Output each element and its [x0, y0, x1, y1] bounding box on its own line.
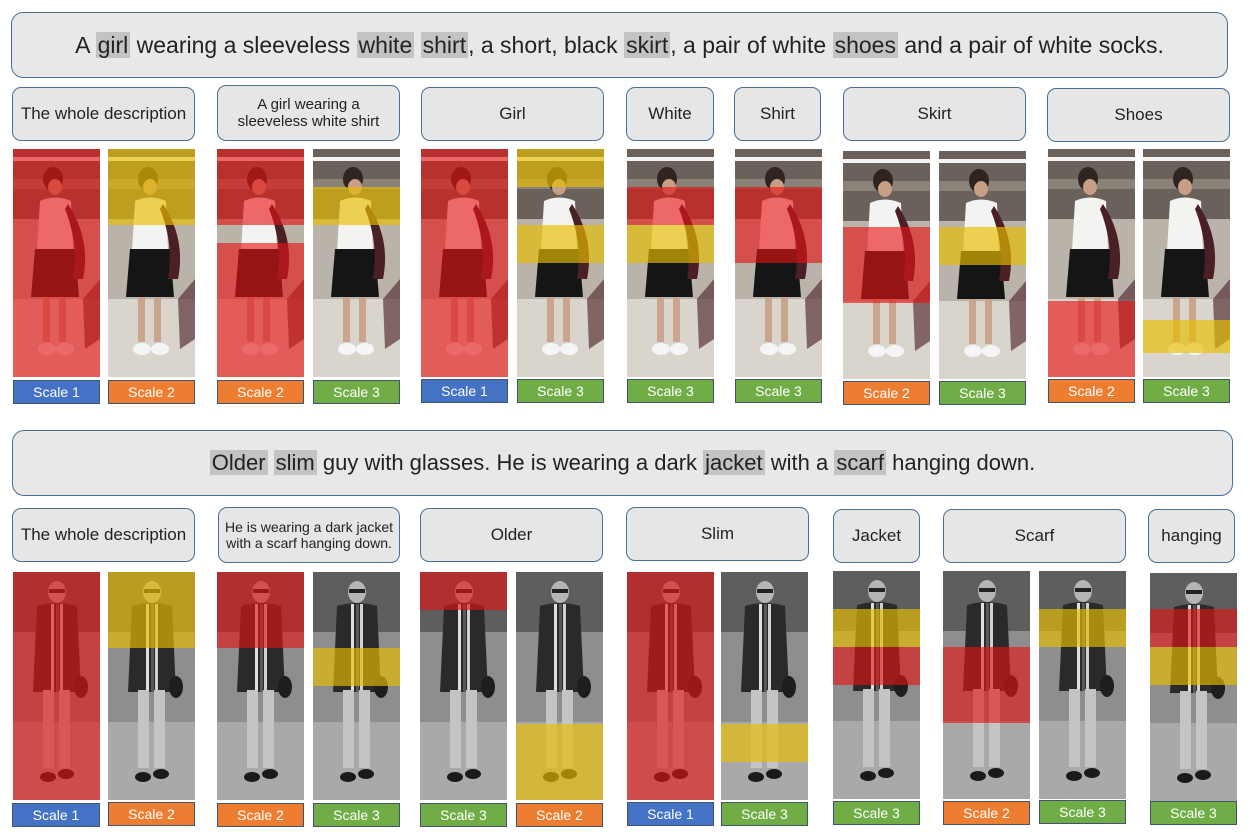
pedestrian-image [421, 149, 508, 377]
pedestrian-image [108, 572, 195, 800]
pedestrian-image [13, 149, 100, 377]
scale-label: Scale 3 [420, 803, 507, 827]
scale-label: Scale 3 [313, 803, 400, 827]
phrase-box: Shoes [1047, 88, 1230, 142]
scale-label: Scale 3 [1039, 800, 1126, 824]
pedestrian-image [13, 572, 100, 800]
phrase-text: Girl [499, 104, 526, 124]
phrase-text: Older [490, 525, 533, 545]
pedestrian-image [108, 149, 195, 377]
phrase-text: The whole description [20, 525, 187, 545]
phrase-box: Scarf [943, 509, 1126, 563]
phrase-box: Girl [421, 87, 604, 141]
pedestrian-image [217, 149, 304, 377]
phrase-box: The whole description [12, 87, 195, 141]
pedestrian-image [217, 572, 304, 800]
scale-label: Scale 3 [833, 801, 920, 825]
pedestrian-image [721, 572, 808, 800]
pedestrian-image [313, 149, 400, 377]
phrase-text: Slim [700, 524, 735, 544]
sentence-text-2: Older slim guy with glasses. He is weari… [209, 450, 1036, 476]
phrase-text: Jacket [851, 526, 902, 546]
sentence-fragment: , a short, black [468, 31, 625, 58]
phrase-text: Skirt [917, 104, 952, 124]
phrase-box: Older [420, 508, 603, 562]
highlighted-word: scarf [834, 450, 887, 475]
highlighted-word: slim [273, 450, 317, 475]
highlighted-word: jacket [703, 450, 765, 475]
sentence-box-2: Older slim guy with glasses. He is weari… [12, 430, 1233, 496]
pedestrian-image [735, 149, 822, 377]
sentence-box-1: A girl wearing a sleeveless white shirt,… [11, 12, 1228, 78]
pedestrian-image [1048, 149, 1135, 377]
scale-label: Scale 3 [313, 380, 400, 404]
sentence-text-1: A girl wearing a sleeveless white shirt,… [75, 31, 1164, 59]
pedestrian-image [943, 571, 1030, 799]
phrase-box: The whole description [12, 508, 195, 562]
pedestrian-image [313, 572, 400, 800]
scale-label: Scale 1 [421, 379, 508, 403]
phrase-text: Shoes [1114, 105, 1163, 125]
phrase-box: A girl wearing a sleeveless white shirt [217, 85, 400, 141]
pedestrian-image [516, 572, 603, 800]
sentence-fragment: wearing a sleeveless [130, 31, 357, 58]
sentence-fragment [268, 450, 274, 475]
pedestrian-image [517, 149, 604, 377]
phrase-text: White [648, 104, 692, 124]
scale-label: Scale 3 [627, 379, 714, 403]
scale-label: Scale 2 [108, 802, 195, 826]
sentence-fragment: A [75, 31, 96, 58]
sentence-fragment: and a pair of white socks. [897, 31, 1164, 58]
scale-label: Scale 3 [735, 379, 822, 403]
sentence-fragment [414, 32, 420, 58]
highlighted-word: girl [95, 31, 131, 58]
highlighted-word: shirt [420, 31, 469, 58]
pedestrian-image [627, 572, 714, 800]
pedestrian-image [1150, 573, 1237, 801]
pedestrian-image [939, 151, 1026, 379]
sentence-fragment: hanging down. [886, 450, 1036, 475]
pedestrian-image [843, 151, 930, 379]
phrase-box: Skirt [843, 87, 1026, 141]
scale-label: Scale 3 [1150, 801, 1237, 825]
highlighted-word: skirt [624, 31, 671, 58]
phrase-text: A girl wearing a sleeveless white shirt [237, 95, 380, 130]
scale-label: Scale 1 [13, 380, 100, 404]
phrase-box: hanging [1148, 509, 1235, 563]
phrase-text: Scarf [1014, 526, 1055, 546]
phrase-box: Shirt [734, 87, 821, 141]
scale-label: Scale 2 [843, 381, 930, 405]
scale-label: Scale 3 [939, 381, 1026, 405]
scale-label: Scale 2 [217, 803, 304, 827]
phrase-box: White [626, 87, 714, 141]
pedestrian-image [420, 572, 507, 800]
sentence-fragment: with a [764, 450, 835, 475]
scale-label: Scale 3 [721, 802, 808, 826]
highlighted-word: Older [209, 450, 268, 475]
phrase-box: He is wearing a dark jacket with a scarf… [218, 507, 400, 563]
sentence-fragment: guy with glasses. He is wearing a dark [316, 450, 704, 475]
scale-label: Scale 2 [108, 380, 195, 404]
phrase-text: Shirt [760, 104, 795, 124]
highlighted-word: white [356, 31, 415, 58]
scale-label: Scale 3 [517, 379, 604, 403]
phrase-box: Jacket [833, 509, 920, 563]
sentence-fragment: , a pair of white [670, 31, 833, 58]
scale-label: Scale 2 [943, 801, 1030, 825]
scale-label: Scale 1 [12, 803, 100, 827]
phrase-box: Slim [626, 507, 809, 561]
pedestrian-image [833, 571, 920, 799]
pedestrian-image [1143, 149, 1230, 377]
scale-label: Scale 1 [627, 802, 714, 826]
phrase-text: The whole description [20, 104, 187, 124]
scale-label: Scale 2 [516, 803, 603, 827]
pedestrian-image [627, 149, 714, 377]
phrase-text: hanging [1161, 526, 1222, 546]
scale-label: Scale 2 [1048, 379, 1135, 403]
pedestrian-image [1039, 571, 1126, 799]
phrase-text: He is wearing a dark jacket with a scarf… [224, 518, 394, 551]
scale-label: Scale 3 [1143, 379, 1230, 403]
scale-label: Scale 2 [217, 380, 304, 404]
highlighted-word: shoes [832, 31, 898, 58]
